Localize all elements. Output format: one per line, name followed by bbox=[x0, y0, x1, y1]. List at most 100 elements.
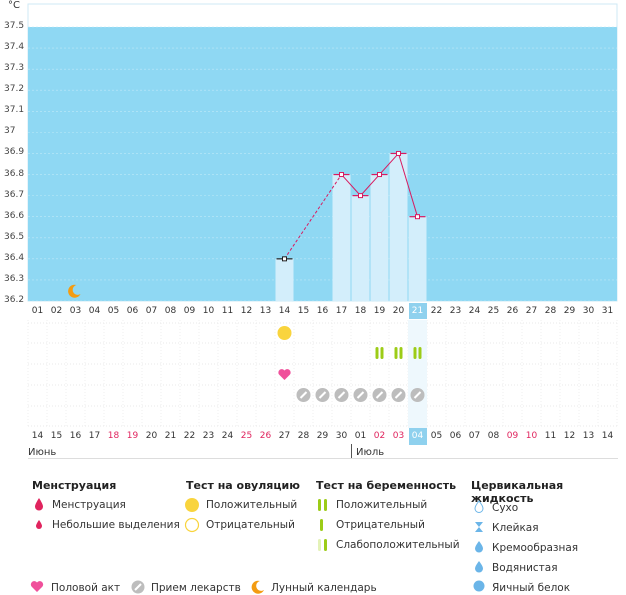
cycle-day-label: 26 bbox=[259, 431, 272, 441]
cycle-day-label: 03 bbox=[392, 431, 405, 441]
moon-icon bbox=[251, 580, 264, 594]
temperature-bar bbox=[332, 174, 351, 301]
y-tick-label: 36.8 bbox=[4, 168, 25, 179]
x-tick-label: 29 bbox=[563, 306, 576, 316]
pill-marker-stroke bbox=[413, 391, 422, 399]
legend-pregnancy-positive-label: Положительный bbox=[336, 499, 428, 511]
temperature-point bbox=[339, 172, 344, 178]
legend-watery-label: Водянистая bbox=[492, 562, 558, 574]
divider-line bbox=[28, 458, 618, 459]
legend-sticky-label: Клейкая bbox=[492, 522, 539, 534]
x-tick-label: 27 bbox=[525, 306, 538, 316]
cycle-day-label: 14 bbox=[601, 431, 614, 441]
temperature-plot bbox=[27, 3, 618, 302]
cycle-day-label: 05 bbox=[430, 431, 443, 441]
cycle-day-label: 14 bbox=[31, 431, 44, 441]
pregnancy-weak-icon bbox=[318, 539, 327, 551]
y-tick-label: 36.2 bbox=[4, 295, 25, 305]
x-tick-label: 05 bbox=[107, 306, 120, 316]
legend-medication-label: Прием лекарств bbox=[151, 582, 241, 594]
month-right: Июль bbox=[356, 447, 385, 458]
temperature-point bbox=[415, 214, 420, 220]
x-tick-label: 04 bbox=[88, 306, 101, 316]
cycle-day-label: 11 bbox=[544, 431, 557, 441]
eggwhite-icon bbox=[473, 580, 485, 592]
x-tick-label: 23 bbox=[449, 306, 462, 316]
cycle-day-label: 08 bbox=[487, 431, 500, 441]
temperature-point bbox=[377, 172, 382, 178]
legend-ovulation-negative-label: Отрицательный bbox=[206, 519, 295, 531]
x-tick-label: 19 bbox=[373, 306, 386, 316]
ovulation-negative-icon bbox=[184, 517, 200, 533]
legend-eggwhite-label: Яичный белок bbox=[492, 582, 571, 594]
unit-label: °C bbox=[8, 0, 20, 11]
y-tick-label: 37.5 bbox=[4, 21, 25, 31]
cycle-day-label: 12 bbox=[563, 431, 576, 441]
x-tick-label: 11 bbox=[221, 306, 234, 316]
x-tick-label: 10 bbox=[202, 306, 215, 316]
y-tick-label: 37.3 bbox=[4, 63, 25, 74]
y-tick-label: 36.7 bbox=[4, 189, 25, 200]
cycle-day-label: 07 bbox=[468, 431, 481, 441]
temperature-line-segment bbox=[284, 174, 342, 260]
pill-marker-stroke bbox=[318, 391, 327, 399]
cycle-day-label: 09 bbox=[506, 431, 519, 441]
y-tick-label: 36.6 bbox=[4, 210, 25, 221]
x-tick-label: 20 bbox=[392, 306, 405, 316]
cycle-day-label: 30 bbox=[335, 431, 348, 441]
x-tick-label: 15 bbox=[297, 306, 310, 316]
legend-cervical-title: Цервикальная жидкость bbox=[471, 479, 564, 505]
pregnancy-positive-bar-icon bbox=[399, 347, 403, 359]
x-tick-label: 07 bbox=[145, 306, 158, 316]
temperature-point bbox=[358, 193, 363, 199]
x-tick-label: 21 bbox=[408, 303, 427, 319]
x-tick-label: 03 bbox=[69, 306, 82, 316]
month-left: Июнь bbox=[28, 447, 57, 458]
temperature-bar bbox=[408, 216, 427, 301]
pregnancy-positive-bar-icon bbox=[413, 347, 417, 359]
x-tick-label: 24 bbox=[468, 306, 481, 316]
cycle-day-label: 17 bbox=[88, 431, 101, 441]
temperature-line-segment bbox=[398, 153, 418, 217]
y-tick-label: 36.5 bbox=[4, 231, 25, 242]
x-tick-label: 28 bbox=[544, 306, 557, 316]
watery-icon bbox=[475, 561, 483, 573]
heart-marker-icon bbox=[278, 369, 291, 380]
x-tick-label: 17 bbox=[335, 306, 348, 316]
ovulation-positive-icon bbox=[185, 498, 199, 512]
x-tick-label: 26 bbox=[506, 306, 519, 316]
cycle-day-label: 15 bbox=[50, 431, 63, 441]
y-tick-label: 36.3 bbox=[4, 273, 25, 284]
cycle-day-label: 18 bbox=[107, 431, 120, 441]
cycle-day-label: 21 bbox=[164, 431, 177, 441]
legend-dry-label: Сухо bbox=[492, 502, 519, 514]
temperature-bar bbox=[275, 258, 294, 301]
cycle-day-label: 06 bbox=[449, 431, 462, 441]
sticky-icon bbox=[475, 522, 483, 532]
bbt-chart: °C 37.5 37.4 37.3 37.2 37.1 37 36.9 36.8 36.7 36.… bbox=[4, 0, 618, 319]
x-tick-label: 18 bbox=[354, 306, 367, 316]
legend-intercourse-label: Половой акт bbox=[51, 582, 121, 594]
month-divider bbox=[351, 444, 352, 458]
cycle-day-label: 01 bbox=[354, 431, 367, 441]
pill-marker-stroke bbox=[337, 391, 346, 399]
spotting-drop-icon bbox=[36, 520, 42, 529]
x-tick-label: 14 bbox=[278, 306, 291, 316]
x-tick-label: 13 bbox=[259, 306, 272, 316]
legend-pregnancy-weak-label: Слабоположительный bbox=[336, 539, 460, 551]
pregnancy-positive-bar-icon bbox=[375, 347, 379, 359]
legend-ovulation-positive-label: Положительный bbox=[206, 499, 298, 511]
y-tick-label: 36.9 bbox=[4, 147, 25, 158]
plot-background bbox=[28, 27, 617, 301]
x-tick-label: 16 bbox=[316, 306, 329, 316]
y-tick-label: 37.1 bbox=[4, 105, 25, 116]
temperature-point bbox=[282, 256, 287, 262]
x-tick-label: 31 bbox=[601, 306, 614, 316]
y-tick-label: 37 bbox=[4, 126, 16, 137]
cycle-day-label: 10 bbox=[525, 431, 538, 441]
temperature-bar bbox=[351, 195, 370, 301]
pill-icon bbox=[131, 580, 145, 594]
moon-marker-icon bbox=[68, 284, 81, 298]
pill-marker-stroke bbox=[375, 391, 384, 399]
temperature-bar bbox=[370, 174, 389, 301]
